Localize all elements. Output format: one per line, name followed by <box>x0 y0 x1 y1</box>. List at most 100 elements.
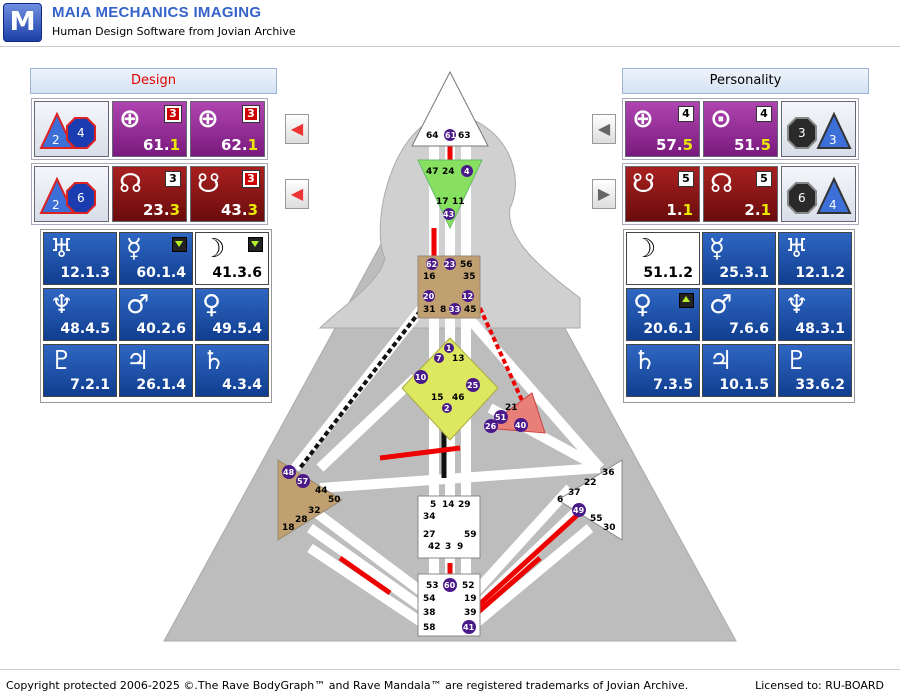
svg-text:24: 24 <box>442 167 455 177</box>
planet-value: 48.3.1 <box>795 321 845 337</box>
personality-prev-arrow-button[interactable]: ◀ <box>592 114 616 144</box>
design-planet-cell[interactable]: ☿ 60.1.4 <box>119 232 193 285</box>
svg-text:57: 57 <box>297 477 308 486</box>
gate-value: 62.1 <box>220 136 258 154</box>
personality-planet-cell[interactable]: ☽ 51.1.2 <box>626 232 700 285</box>
sacral-center <box>417 495 481 559</box>
svg-text:63: 63 <box>458 131 471 141</box>
octagon-triangle-icon: 6 4 <box>787 176 852 214</box>
personality-planet-cell[interactable]: ♅ 12.1.2 <box>778 232 852 285</box>
personality-planets-grid: ☽ 51.1.2 ☿ 25.3.1 ♅ 12.1.2 ♀ 20.6.1 ♂ 7.6.6 ♆ 48.3.… <box>623 229 855 403</box>
svg-text:28: 28 <box>295 515 308 525</box>
svg-text:31: 31 <box>423 305 436 315</box>
personality-planet-cell[interactable]: ☿ 25.3.1 <box>702 232 776 285</box>
svg-text:27: 27 <box>423 530 436 540</box>
octagon-triangle-icon: 3 3 <box>787 111 852 149</box>
app-logo: M <box>3 3 42 42</box>
design-planet-cell[interactable]: ♄ 4.3.4 <box>195 344 269 397</box>
personality-next-arrow-button[interactable]: ▶ <box>592 179 616 209</box>
planet-value: 33.6.2 <box>795 377 845 393</box>
design-sun-cell[interactable]: ⊕ 3 62.1 <box>190 101 265 157</box>
design-planets-grid: ♅ 12.1.3 ☿ 60.1.4 ☽ 41.3.6 ♆ 48.4.5 ♂ 40.2.6 ♀ 49.5… <box>40 229 272 403</box>
svg-text:46: 46 <box>452 393 465 403</box>
svg-text:51: 51 <box>495 413 507 422</box>
svg-text:25: 25 <box>467 381 479 390</box>
exaltation-marker-icon <box>248 237 263 252</box>
svg-text:7: 7 <box>436 354 442 363</box>
personality-south-node-cell[interactable]: ☋ 5 1.1 <box>625 166 700 222</box>
planet-icon: ♅ <box>50 234 74 264</box>
personality-north-node-cell[interactable]: ☊ 5 2.1 <box>703 166 778 222</box>
personality-planet-cell[interactable]: ♇ 33.6.2 <box>778 344 852 397</box>
design-planet-cell[interactable]: ♅ 12.1.3 <box>43 232 117 285</box>
exaltation-marker-icon <box>172 237 187 252</box>
svg-text:18: 18 <box>282 523 295 533</box>
svg-text:8: 8 <box>440 305 446 315</box>
svg-text:43: 43 <box>443 210 454 219</box>
svg-text:62: 62 <box>426 260 437 269</box>
svg-text:37: 37 <box>568 488 581 498</box>
design-south-node-cell[interactable]: ☋ 3 43.3 <box>190 166 265 222</box>
planet-value: 4.3.4 <box>222 377 262 393</box>
planet-value: 12.1.2 <box>795 265 845 281</box>
south-node-icon: ☋ <box>632 169 656 199</box>
design-prev-arrow-button[interactable]: ◀ <box>285 114 309 144</box>
design-planet-cell[interactable]: ♇ 7.2.1 <box>43 344 117 397</box>
line-box: 5 <box>756 171 772 187</box>
octagon-number: 3 <box>798 126 806 140</box>
design-planet-cell[interactable]: ♀ 49.5.4 <box>195 288 269 341</box>
svg-text:1: 1 <box>446 344 452 353</box>
svg-text:13: 13 <box>452 354 465 364</box>
line-box: 3 <box>164 105 182 123</box>
triangle-octagon-icon: 2 6 <box>39 176 96 214</box>
personality-planet-cell[interactable]: ♂ 7.6.6 <box>702 288 776 341</box>
personality-planet-cell[interactable]: ♄ 7.3.5 <box>626 344 700 397</box>
svg-text:23: 23 <box>444 260 455 269</box>
triangle-number: 4 <box>829 198 837 212</box>
personality-earth-cell[interactable]: ⊕ 4 57.5 <box>625 101 700 157</box>
line-box: 3 <box>242 170 260 188</box>
svg-text:60: 60 <box>444 581 456 590</box>
personality-planet-cell[interactable]: ♃ 10.1.5 <box>702 344 776 397</box>
design-north-node-cell[interactable]: ☊ 3 23.3 <box>112 166 187 222</box>
svg-text:3: 3 <box>445 542 451 552</box>
triangle-number: 3 <box>829 133 837 147</box>
design-next-arrow-button[interactable]: ◀ <box>285 179 309 209</box>
line-box: 3 <box>165 171 181 187</box>
spleen-center <box>277 459 343 541</box>
personality-sun-cell[interactable]: ⊙ 4 51.5 <box>703 101 778 157</box>
octagon-number: 6 <box>77 191 85 205</box>
app-header: M MAIA MECHANICS IMAGING Human Design So… <box>0 0 900 47</box>
planet-icon: ♂ <box>126 290 150 320</box>
gate-labels: 64 61 63 47 24 4 17 11 43 62 23 56 16 35… <box>282 129 616 634</box>
planet-value: 41.3.6 <box>212 265 262 281</box>
planet-icon: ♀ <box>633 290 653 320</box>
planet-icon: ☿ <box>709 234 725 264</box>
personality-planet-cell[interactable]: ♀ 20.6.1 <box>626 288 700 341</box>
personality-planet-cell[interactable]: ♆ 48.3.1 <box>778 288 852 341</box>
design-planet-cell[interactable]: ♆ 48.4.5 <box>43 288 117 341</box>
svg-text:4: 4 <box>464 167 470 176</box>
svg-text:54: 54 <box>423 594 436 604</box>
svg-text:49: 49 <box>573 506 585 515</box>
design-earth-cell[interactable]: ⊕ 3 61.1 <box>112 101 187 157</box>
svg-text:16: 16 <box>423 272 436 282</box>
design-planet-cell[interactable]: ♃ 26.1.4 <box>119 344 193 397</box>
personality-row-1: ⊕ 4 57.5 ⊙ 4 51.5 3 3 <box>622 98 859 160</box>
south-node-icon: ☋ <box>197 169 221 199</box>
design-planet-cell[interactable]: ☽ 41.3.6 <box>195 232 269 285</box>
planet-value: 48.4.5 <box>60 321 110 337</box>
planet-value: 51.1.2 <box>643 265 693 281</box>
line-box: 3 <box>242 105 260 123</box>
head-center <box>411 70 489 147</box>
svg-text:19: 19 <box>464 594 477 604</box>
personality-header: Personality <box>622 68 869 94</box>
planet-icon: ☿ <box>126 234 142 264</box>
svg-text:34: 34 <box>423 512 436 522</box>
svg-text:64: 64 <box>426 131 439 141</box>
planet-icon: ♀ <box>202 290 222 320</box>
octagon-number: 6 <box>798 191 806 205</box>
svg-text:9: 9 <box>457 542 463 552</box>
design-planet-cell[interactable]: ♂ 40.2.6 <box>119 288 193 341</box>
earth-icon: ⊕ <box>119 104 141 134</box>
